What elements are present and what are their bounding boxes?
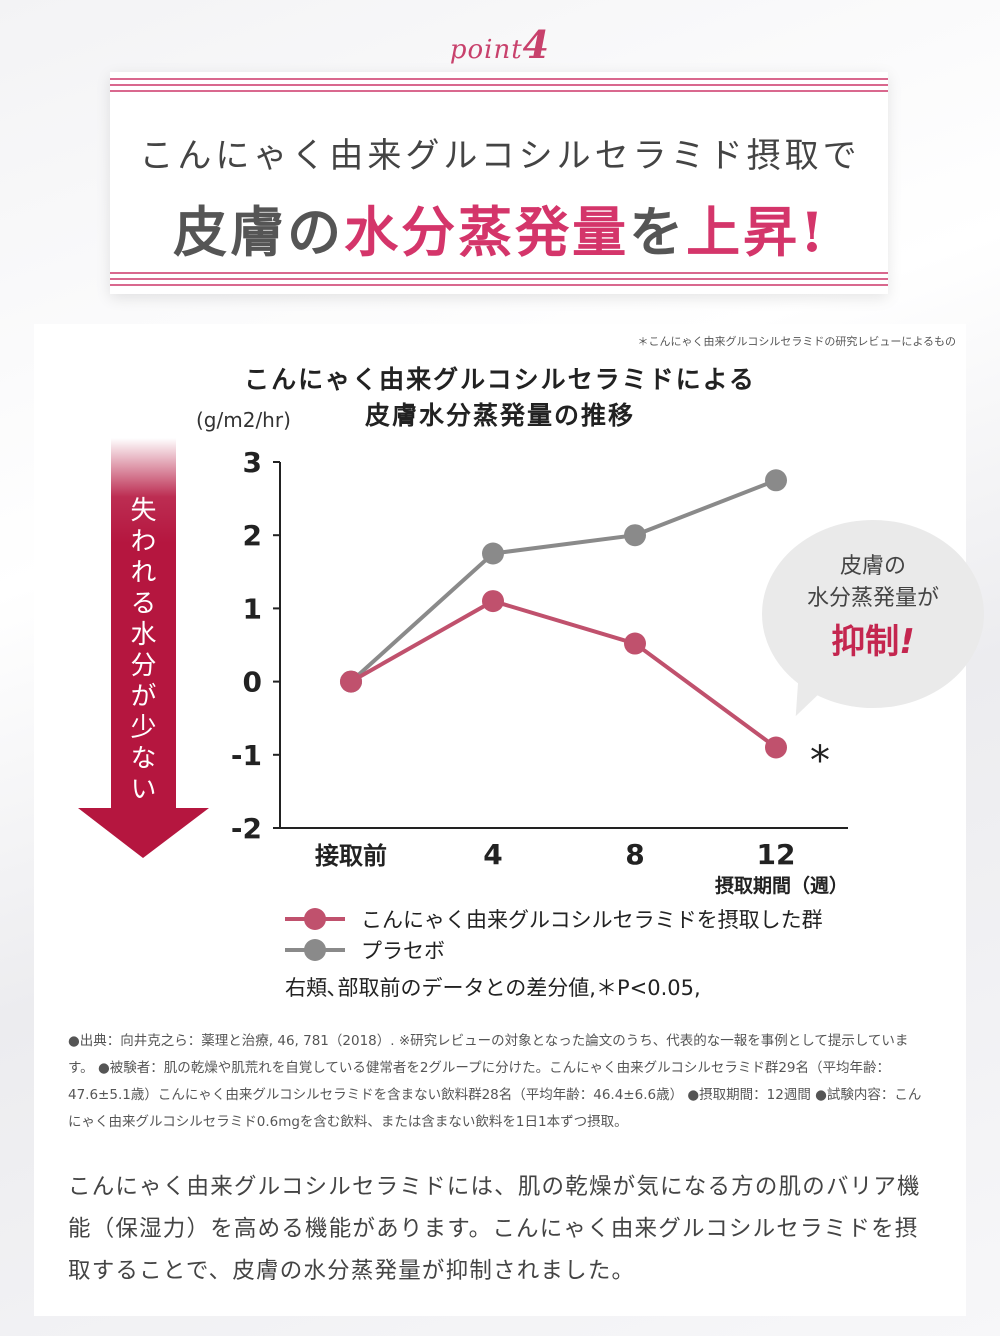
legend-dot-ceramide [304,908,326,930]
callout-line3: 抑制! [762,614,984,663]
headline-part-c: を [629,200,687,264]
footnote-top: ＊こんにゃく由来グルコシルセラミドの研究レビューによるもの [637,335,956,348]
x-axis-label: 摂取期間（週） [715,874,848,897]
y-tick-label: 0 [243,666,262,699]
headline-part-d: 上昇 [686,200,801,264]
legend-swatch-ceramide [285,904,345,934]
point-number: 4 [522,22,551,67]
headline-line2: 皮膚の水分蒸発量を上昇! [0,188,1000,267]
y-tick-label: -2 [231,812,262,845]
stripe-top-2 [110,84,888,86]
legend-item-ceramide: こんにゃく由来グルコシルセラミドを摂取した群 [285,904,823,934]
callout-line1: 皮膚の [839,554,906,579]
data-point-placebo [624,524,646,547]
legend-swatch-placebo [285,935,345,965]
y-tick-label: 1 [243,592,262,625]
data-point-ceramide [765,736,787,759]
y-axis-unit: (g/m2/hr) [196,408,291,432]
callout-bang: ! [899,622,915,662]
callout-line2: 水分蒸発量が [806,586,939,611]
x-tick-label: 接取前 [315,842,387,870]
chart-title-line2: 皮膚水分蒸発量の推移 [364,401,635,430]
body-paragraph: こんにゃく由来グルコシルセラミドには、肌の乾燥が気になる方の肌のバリア機能（保湿… [68,1174,921,1284]
stat-note: 右頬､部取前のデータとの差分値,＊P<0.05, [285,976,701,1000]
legend-dot-placebo [304,939,326,961]
headline-part-b: 水分蒸発量 [344,200,630,264]
data-point-ceramide [482,590,504,613]
stripe-bottom-2 [110,278,888,280]
data-point-ceramide [340,670,362,693]
arrow-label: 失われる水分が少ない [126,496,156,806]
point-word: point [449,35,523,65]
source-citation: ●出典：向井克之ら：薬理と治療, 46, 781（2018）. ※研究レビューの… [68,1033,922,1130]
title-box [110,72,888,294]
down-arrow [78,438,209,858]
stripe-bottom-3 [110,284,888,286]
series-line-placebo [349,478,777,684]
series-line-ceramide [350,598,778,750]
x-tick-label: 8 [625,838,644,871]
callout-emphasis: 抑制 [831,622,900,662]
data-point-placebo [765,469,787,492]
headline-part-a: 皮膚の [173,200,345,264]
x-tick-label: 4 [483,838,502,871]
legend-label-placebo: プラセボ [361,939,445,963]
x-tick-label: 12 [757,838,796,871]
legend-item-placebo: プラセボ [285,935,445,965]
chart-title-line1: こんにゃく由来グルコシルセラミドによる [244,365,756,394]
stripe-bottom-1 [110,272,888,274]
legend-label-ceramide: こんにゃく由来グルコシルセラミドを摂取した群 [361,908,823,932]
y-tick-label: -1 [231,739,262,772]
headline-part-e: ! [800,200,827,264]
stripe-top-1 [110,78,888,80]
significance-asterisk: * [810,738,830,784]
data-point-ceramide [624,632,646,655]
data-point-placebo [482,542,504,565]
callout-bubble [762,520,984,708]
point-label: point4 [0,22,1000,67]
headline-line1: こんにゃく由来グルコシルセラミド摂取で [139,136,861,176]
y-tick-label: 3 [243,446,262,479]
y-tick-label: 2 [243,519,262,552]
stripe-top-3 [110,90,888,92]
